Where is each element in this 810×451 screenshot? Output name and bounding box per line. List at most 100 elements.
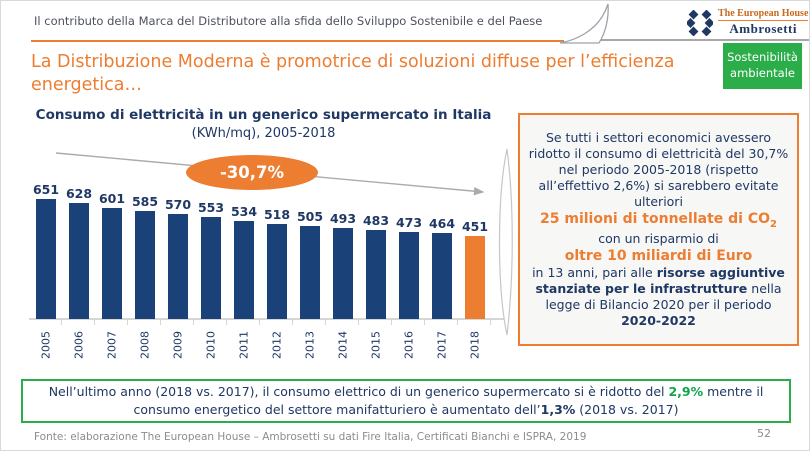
year-label: 2014 bbox=[336, 331, 350, 359]
p3-normal-1: in 13 anni, pari alle bbox=[532, 264, 657, 280]
page-title-line2: energetica… bbox=[31, 74, 142, 95]
bar bbox=[300, 226, 320, 319]
bar-column: 570 bbox=[164, 197, 192, 319]
bar-group: 651 628 601 585 570 553 534 518 505 493 483 473 464 4… bbox=[32, 181, 502, 319]
co2-subscript: 2 bbox=[770, 218, 777, 230]
p3-bold-2: 2020-2022 bbox=[621, 312, 696, 328]
chart-title: Consumo di elettricità in un generico su… bbox=[35, 107, 492, 123]
summary-green-value: 2,9% bbox=[668, 383, 704, 399]
bar-column: 601 bbox=[98, 191, 126, 319]
year-label: 2008 bbox=[138, 331, 152, 359]
summary-normal-1: Nell’ultimo anno (2018 vs. 2017), il con… bbox=[48, 383, 669, 399]
page-title: La Distribuzione Moderna è promotrice di… bbox=[31, 51, 721, 97]
summary-text: Nell’ultimo anno (2018 vs. 2017), il con… bbox=[37, 383, 775, 419]
bar bbox=[399, 232, 419, 319]
bar-column: 464 bbox=[428, 216, 456, 319]
highlight-paragraph-3: in 13 anni, pari alle risorse aggiuntive… bbox=[525, 265, 792, 329]
bar-value-label: 570 bbox=[164, 197, 192, 212]
bar bbox=[465, 236, 485, 319]
bar bbox=[102, 208, 122, 319]
bar bbox=[135, 211, 155, 319]
year-label: 2010 bbox=[204, 331, 218, 359]
bar bbox=[267, 224, 287, 319]
bar-value-label: 464 bbox=[428, 216, 456, 231]
bar bbox=[168, 214, 188, 319]
bar-column: 518 bbox=[263, 207, 291, 319]
bar bbox=[366, 230, 386, 319]
change-label: -30,7% bbox=[219, 163, 285, 182]
bar-value-label: 518 bbox=[263, 207, 291, 222]
bar-value-label: 451 bbox=[461, 219, 489, 234]
bar-column: 585 bbox=[131, 194, 159, 319]
bar-value-label: 534 bbox=[230, 204, 258, 219]
highlight-box: Se tutti i settori economici avessero ri… bbox=[518, 113, 799, 346]
bar-value-label: 483 bbox=[362, 213, 390, 228]
source-note: Fonte: elaborazione The European House –… bbox=[34, 431, 587, 443]
bar-column: 505 bbox=[296, 209, 324, 319]
chart-subtitle: (KWh/mq), 2005-2018 bbox=[191, 126, 336, 141]
logo-name-top: The European House bbox=[718, 8, 809, 21]
badge-line2: ambientale bbox=[730, 66, 795, 80]
bar-value-label: 493 bbox=[329, 211, 357, 226]
bar-value-label: 601 bbox=[98, 191, 126, 206]
bar-value-label: 628 bbox=[65, 186, 93, 201]
year-label: 2018 bbox=[468, 331, 482, 359]
highlight-co2: 25 milioni di tonnellate di CO2 bbox=[525, 210, 792, 231]
ambrosetti-logo: The European House Ambrosetti bbox=[687, 8, 809, 37]
bar bbox=[201, 217, 221, 319]
year-axis: 2005 2006 2007 2008 2009 2010 2011 2012 2013 2014… bbox=[36, 325, 485, 359]
bar bbox=[432, 233, 452, 319]
bar bbox=[69, 203, 89, 319]
bar-value-label: 505 bbox=[296, 209, 324, 224]
summary-normal-2: mentre il consumo energetico del settore… bbox=[133, 383, 764, 417]
bar-column: 493 bbox=[329, 211, 357, 319]
p3-bold-1: risorse aggiuntive stanziate per le infr… bbox=[535, 264, 785, 296]
bar-value-label: 473 bbox=[395, 215, 423, 230]
page-number: 52 bbox=[757, 427, 771, 440]
year-label: 2012 bbox=[270, 331, 284, 359]
bar-column: 473 bbox=[395, 215, 423, 319]
year-label: 2009 bbox=[171, 331, 185, 359]
bar-value-label: 585 bbox=[131, 194, 159, 209]
bar-column: 651 bbox=[32, 182, 60, 319]
bar-column: 483 bbox=[362, 213, 390, 319]
year-label: 2017 bbox=[435, 331, 449, 359]
year-label: 2006 bbox=[72, 331, 86, 359]
sustainability-badge: Sostenibilità ambientale bbox=[723, 43, 802, 89]
bar bbox=[333, 228, 353, 319]
logo-mark-icon bbox=[687, 9, 713, 36]
bar-value-label: 651 bbox=[32, 182, 60, 197]
year-label: 2005 bbox=[39, 331, 53, 359]
highlight-co2-text: 25 milioni di tonnellate di CO bbox=[540, 211, 771, 227]
change-ellipse: -30,7% bbox=[186, 155, 318, 190]
year-label: 2013 bbox=[303, 331, 317, 359]
logo-name-bottom: Ambrosetti bbox=[729, 21, 797, 36]
year-label: 2015 bbox=[369, 331, 383, 359]
year-label: 2011 bbox=[237, 331, 251, 359]
year-label: 2007 bbox=[105, 331, 119, 359]
summary-bold-value: 1,3% bbox=[540, 402, 576, 417]
summary-box: Nell’ultimo anno (2018 vs. 2017), il con… bbox=[21, 379, 791, 423]
year-label: 2016 bbox=[402, 331, 416, 359]
highlight-paragraph-2: con un risparmio di bbox=[598, 230, 719, 246]
p3-normal-2: nella legge di Bilancio 2020 per il peri… bbox=[545, 280, 782, 312]
bar-column: 553 bbox=[197, 200, 225, 319]
header-divider-gray bbox=[599, 39, 809, 41]
summary-normal-3: (2018 vs. 2017) bbox=[575, 402, 679, 417]
x-axis bbox=[29, 318, 509, 325]
page-title-line1: La Distribuzione Moderna è promotrice di… bbox=[31, 52, 675, 72]
highlight-euro: oltre 10 miliardi di Euro bbox=[564, 247, 753, 264]
sail-icon bbox=[559, 3, 609, 44]
bar-column: 628 bbox=[65, 186, 93, 319]
header-title: Il contributo della Marca del Distributo… bbox=[34, 14, 543, 28]
badge-line1: Sostenibilità bbox=[727, 50, 798, 65]
bar-column: 451 bbox=[461, 219, 489, 319]
bar-column: 534 bbox=[230, 204, 258, 319]
header-divider-orange bbox=[31, 40, 564, 42]
bar bbox=[234, 221, 254, 319]
bar-value-label: 553 bbox=[197, 200, 225, 215]
divider-sail-icon bbox=[498, 148, 513, 336]
highlight-paragraph-1: Se tutti i settori economici avessero ri… bbox=[528, 130, 789, 209]
bar bbox=[36, 199, 56, 319]
